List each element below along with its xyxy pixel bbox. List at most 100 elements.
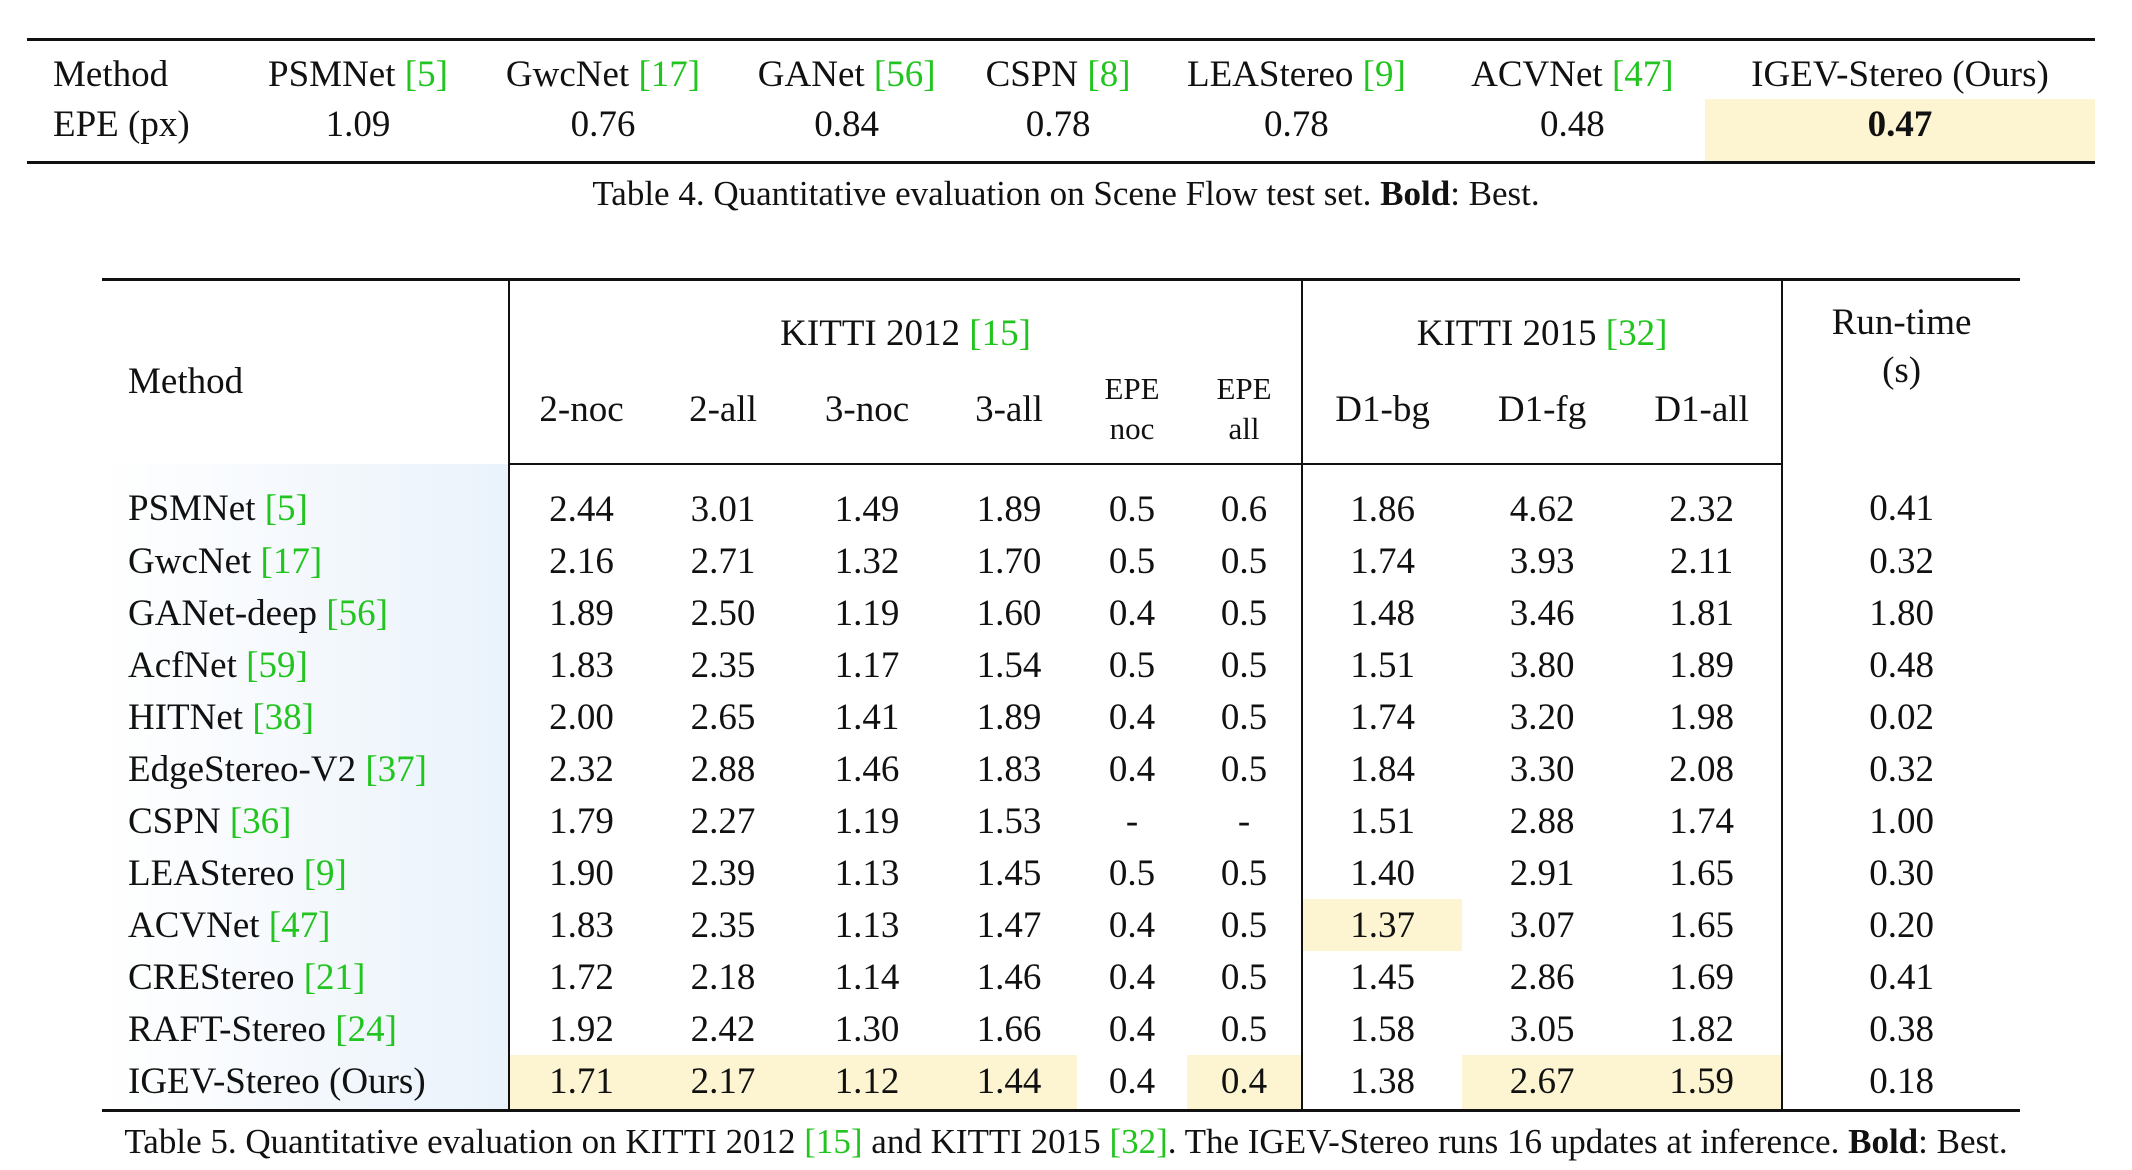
citation-link[interactable]: [56] bbox=[873, 53, 936, 95]
table-cell: 2.27 bbox=[690, 800, 756, 842]
citation-link[interactable]: [8] bbox=[1087, 53, 1131, 95]
method-name: PSMNet [5] bbox=[102, 464, 509, 535]
citation-link[interactable]: [9] bbox=[303, 852, 347, 894]
method-name: GANet-deep [56] bbox=[102, 587, 509, 639]
table-cell: 1.30 bbox=[834, 1008, 900, 1050]
citation-link[interactable]: [37] bbox=[365, 748, 427, 790]
table-cell: 3.93 bbox=[1509, 540, 1575, 582]
citation-link[interactable]: [59] bbox=[246, 644, 308, 686]
table-cell: 2.65 bbox=[690, 696, 756, 738]
t4-value: 1.09 bbox=[325, 103, 391, 145]
table-cell: 0.5 bbox=[1108, 488, 1156, 530]
table-4: Method PSMNet [5] GwcNet [17] GANet [56]… bbox=[27, 38, 2095, 164]
t5-subheader: EPE noc bbox=[1077, 367, 1187, 465]
table-row: AcfNet [59] 1.83 2.35 1.17 1.54 0.5 0.5 1.51 3.8… bbox=[102, 639, 2021, 691]
table-cell: 1.66 bbox=[976, 1008, 1042, 1050]
table-4-header-row: Method PSMNet [5] GwcNet [17] GANet [56]… bbox=[27, 39, 2095, 100]
table-cell: 1.89 bbox=[976, 488, 1042, 530]
table-cell: 0.5 bbox=[1220, 904, 1268, 946]
method-name: IGEV-Stereo (Ours) bbox=[102, 1055, 509, 1112]
citation-link[interactable]: [32] bbox=[1605, 312, 1668, 354]
t4-value-best: 0.47 bbox=[1705, 99, 2095, 163]
citation-link[interactable]: [36] bbox=[229, 800, 292, 842]
table-cell: 1.53 bbox=[976, 800, 1042, 842]
table-cell: 0.4 bbox=[1108, 592, 1156, 634]
method-name: EdgeStereo-V2 [37] bbox=[102, 743, 509, 795]
table-cell: 0.5 bbox=[1108, 540, 1156, 582]
citation-link[interactable]: [32] bbox=[1109, 1122, 1168, 1161]
table-5-sub-header-row: 2-noc 2-all 3-noc 3-all EPE noc EPE all D1… bbox=[102, 367, 2020, 465]
method-name: CREStereo [21] bbox=[102, 951, 509, 1003]
table-row: LEAStereo [9] 1.90 2.39 1.13 1.45 0.5 0.5 1.40 2… bbox=[102, 847, 2021, 899]
t4-value: 0.78 bbox=[1025, 103, 1091, 145]
table-cell: 3.07 bbox=[1509, 904, 1575, 946]
citation-link[interactable]: [15] bbox=[804, 1122, 863, 1161]
table-cell: 2.44 bbox=[508, 464, 653, 535]
table-cell: 1.83 bbox=[508, 899, 653, 951]
table-cell: 1.51 bbox=[1301, 639, 1463, 691]
citation-link[interactable]: [15] bbox=[969, 312, 1031, 354]
table-cell: 0.4 bbox=[1187, 1055, 1303, 1112]
citation-link[interactable]: [9] bbox=[1362, 53, 1406, 95]
t4-row-label: EPE (px) bbox=[53, 103, 190, 145]
method-name: ACVNet [47] bbox=[102, 899, 509, 951]
table-cell: - bbox=[1237, 800, 1251, 842]
table-cell: 2.88 bbox=[1509, 800, 1575, 842]
t5-subheader: 3-all bbox=[941, 367, 1077, 465]
table-cell: 0.30 bbox=[1781, 847, 2021, 899]
table-cell: 1.72 bbox=[508, 951, 653, 1003]
citation-link[interactable]: [56] bbox=[326, 592, 388, 634]
table-cell: 1.40 bbox=[1301, 847, 1463, 899]
table-cell: 1.69 bbox=[1669, 956, 1734, 998]
table-cell: 1.90 bbox=[508, 847, 653, 899]
table-cell: 1.80 bbox=[1781, 587, 2021, 639]
table-cell: 1.13 bbox=[834, 852, 900, 894]
table-row: ACVNet [47] 1.83 2.35 1.13 1.47 0.4 0.5 1.37 3.0… bbox=[102, 899, 2021, 951]
table-cell: 0.02 bbox=[1781, 691, 2021, 743]
table-cell: 0.5 bbox=[1220, 696, 1268, 738]
t4-header-cspn: CSPN [8] bbox=[985, 53, 1131, 95]
t5-subheader: 2-noc bbox=[508, 367, 653, 465]
table-cell: 2.35 bbox=[690, 904, 756, 946]
table-cell: 0.5 bbox=[1220, 748, 1268, 790]
citation-link[interactable]: [47] bbox=[1611, 53, 1674, 95]
t4-header-gwcnet: GwcNet [17] bbox=[505, 53, 701, 95]
table-cell: 0.4 bbox=[1077, 1055, 1187, 1112]
table-cell: 0.4 bbox=[1108, 748, 1156, 790]
citation-link[interactable]: [47] bbox=[268, 904, 331, 946]
citation-link[interactable]: [17] bbox=[638, 53, 701, 95]
citation-link[interactable]: [21] bbox=[303, 956, 366, 998]
citation-link[interactable]: [5] bbox=[264, 488, 308, 529]
table-cell: 0.4 bbox=[1108, 904, 1156, 946]
table-cell: 1.60 bbox=[976, 592, 1042, 634]
citation-link[interactable]: [38] bbox=[252, 696, 314, 738]
table-cell: 1.19 bbox=[834, 800, 900, 842]
table-cell: 0.20 bbox=[1781, 899, 2021, 951]
citation-link[interactable]: [5] bbox=[404, 53, 448, 95]
citation-link[interactable]: [24] bbox=[335, 1008, 397, 1050]
table-cell: 0.5 bbox=[1220, 1008, 1268, 1050]
method-name: AcfNet [59] bbox=[102, 639, 509, 691]
table-cell: 1.13 bbox=[834, 904, 900, 946]
table-row: PSMNet [5] 2.44 3.01 1.49 1.89 0.5 0.6 1.86 4.62… bbox=[102, 464, 2021, 535]
citation-link[interactable]: [17] bbox=[260, 540, 323, 582]
table-cell: 1.00 bbox=[1781, 795, 2021, 847]
table-cell: 0.6 bbox=[1220, 488, 1268, 530]
table-cell: 3.05 bbox=[1509, 1008, 1575, 1050]
table-cell: 2.00 bbox=[508, 691, 653, 743]
table-cell: 3.80 bbox=[1509, 644, 1575, 686]
method-name: CSPN [36] bbox=[102, 795, 509, 847]
t4-value: 0.48 bbox=[1540, 103, 1605, 145]
table-cell: 1.37 bbox=[1301, 899, 1463, 951]
table-cell: 2.88 bbox=[690, 748, 756, 790]
table-4-grid: Method PSMNet [5] GwcNet [17] GANet [56]… bbox=[27, 38, 2095, 164]
table-cell: 3.20 bbox=[1509, 696, 1575, 738]
t5-subheader: D1-all bbox=[1622, 367, 1783, 465]
table-cell: 1.82 bbox=[1669, 1008, 1734, 1050]
table-cell: 0.5 bbox=[1220, 852, 1268, 894]
table-cell: 1.12 bbox=[793, 1055, 941, 1112]
table-cell: 0.5 bbox=[1108, 644, 1156, 686]
table-cell: 0.5 bbox=[1220, 644, 1268, 686]
table-cell: 1.89 bbox=[508, 587, 653, 639]
table-cell: 3.46 bbox=[1509, 592, 1575, 634]
